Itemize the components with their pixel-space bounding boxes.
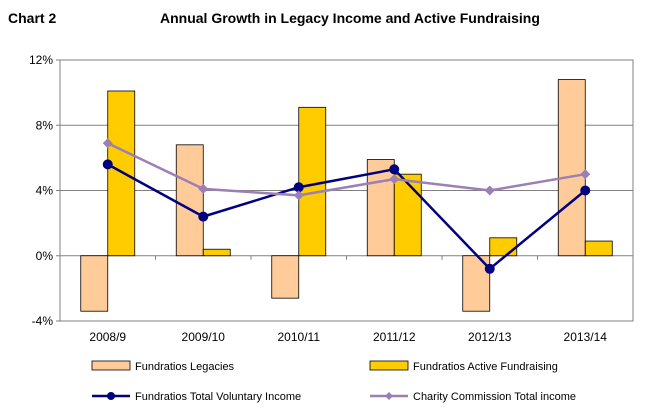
- x-tick-label: 2011/12: [373, 330, 416, 344]
- line-point: [102, 159, 113, 170]
- y-tick-label: 8%: [36, 118, 54, 132]
- bar: [80, 255, 109, 312]
- line-point: [484, 263, 495, 274]
- legend-label: Fundratios Legacies: [135, 361, 235, 373]
- series-line: [107, 142, 586, 197]
- bar: [489, 237, 518, 257]
- x-tick-label: 2010/11: [278, 330, 321, 344]
- line-point: [198, 211, 209, 222]
- series-line: [107, 163, 587, 271]
- y-tick-label: 4%: [36, 184, 54, 198]
- legend-marker: [107, 392, 115, 400]
- bar: [271, 255, 300, 299]
- x-tick-label: 2009/10: [182, 330, 226, 344]
- line-point: [293, 182, 304, 193]
- legend-label: Fundratios Total Voluntary Income: [135, 391, 301, 403]
- bar: [393, 173, 422, 257]
- bar: [298, 106, 327, 257]
- line-point: [293, 190, 304, 201]
- line-point: [580, 169, 591, 180]
- x-tick-label: 2008/9: [89, 330, 126, 344]
- legend-label: Fundratios Active Fundraising: [413, 361, 558, 373]
- y-tick-label: 12%: [29, 53, 53, 67]
- line-point: [580, 185, 591, 196]
- legend-swatch: [369, 360, 409, 371]
- chart-title: Annual Growth in Legacy Income and Activ…: [160, 10, 540, 26]
- bar: [107, 90, 136, 257]
- bar: [175, 144, 204, 257]
- x-tick-label: 2013/14: [564, 330, 608, 344]
- line-point: [389, 164, 400, 175]
- y-tick-label: -4%: [32, 314, 54, 328]
- bar: [584, 240, 613, 257]
- legend-marker: [385, 392, 393, 400]
- bar: [557, 79, 586, 257]
- line-point: [198, 183, 209, 194]
- line-point: [484, 185, 495, 196]
- legend-label: Charity Commission Total income: [413, 391, 576, 403]
- line-point: [102, 138, 113, 149]
- y-tick-label: 0%: [36, 249, 54, 263]
- bar: [202, 248, 231, 257]
- x-tick-label: 2012/13: [468, 330, 512, 344]
- bar: [366, 159, 395, 257]
- line-point: [389, 174, 400, 185]
- legend-swatch: [91, 360, 131, 371]
- chart-label: Chart 2: [8, 10, 57, 26]
